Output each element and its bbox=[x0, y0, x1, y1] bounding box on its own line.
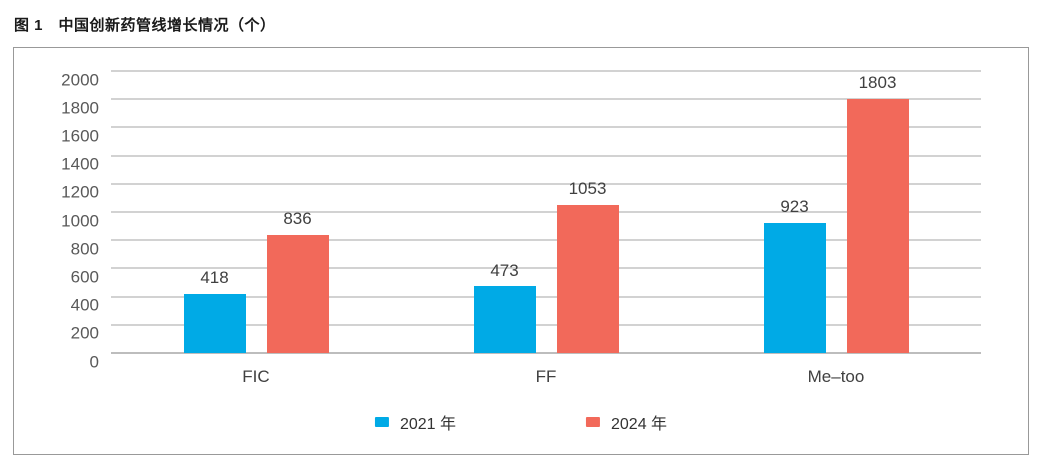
bar-value-label: 836 bbox=[283, 209, 312, 229]
gridline bbox=[111, 126, 981, 129]
bar bbox=[266, 235, 329, 353]
chart-title: 图 1 中国创新药管线增长情况（个） bbox=[14, 17, 276, 34]
bar-column: 418 bbox=[183, 71, 246, 353]
legend-label: 2024 年 bbox=[611, 416, 668, 433]
legend-label: 2021 年 bbox=[399, 416, 456, 433]
category-label: Me–too bbox=[807, 367, 865, 386]
bar-value-label: 1803 bbox=[858, 73, 897, 93]
gridline bbox=[111, 211, 981, 213]
gridline bbox=[111, 239, 981, 242]
legend-item: 2021 年 bbox=[374, 410, 456, 434]
y-tick-label: 200 bbox=[70, 323, 99, 343]
y-tick-label: 2000 bbox=[61, 70, 99, 89]
category-group: 418 836 FIC bbox=[111, 71, 401, 386]
gridline bbox=[111, 295, 981, 298]
bars-row: 473 1053 bbox=[401, 71, 691, 353]
bar-value-label: 473 bbox=[490, 260, 519, 280]
y-tick-label: 1800 bbox=[61, 98, 99, 118]
bar-column: 836 bbox=[266, 71, 329, 353]
y-tick-label: 800 bbox=[70, 239, 99, 259]
y-tick-label: 1600 bbox=[61, 126, 99, 146]
bar bbox=[556, 204, 619, 353]
category-group: 923 1803 Me–too bbox=[691, 71, 981, 386]
y-tick-label: 400 bbox=[70, 295, 99, 315]
y-tick-label: 600 bbox=[70, 267, 99, 287]
gridline bbox=[111, 70, 981, 72]
legend-item: 2024 年 bbox=[586, 410, 667, 434]
bar-column: 1803 bbox=[846, 71, 909, 353]
bar-value-label: 1053 bbox=[568, 178, 607, 198]
category-label: FIC bbox=[242, 367, 270, 386]
gridline bbox=[111, 98, 981, 101]
legend-swatch bbox=[374, 417, 389, 427]
y-tick-label: 1400 bbox=[61, 154, 99, 174]
bar-column: 1053 bbox=[556, 71, 619, 353]
bar-column: 473 bbox=[473, 71, 536, 353]
legend: 2021 年 2024 年 bbox=[374, 410, 667, 434]
bar-groups: 418 836 FIC 473 1053 FF 923 1803 Me–too bbox=[111, 71, 981, 386]
y-tick-label: 1000 bbox=[61, 211, 99, 230]
bars-row: 923 1803 bbox=[691, 71, 981, 353]
category-label: FF bbox=[535, 367, 557, 386]
gridline bbox=[111, 267, 981, 270]
gridline bbox=[111, 154, 981, 157]
gridline bbox=[111, 323, 981, 326]
bar bbox=[763, 222, 826, 353]
bar bbox=[183, 294, 246, 353]
y-tick-label: 0 bbox=[89, 352, 99, 371]
y-tick-label: 1200 bbox=[61, 182, 99, 202]
bar-column: 923 bbox=[763, 71, 826, 353]
x-axis-line bbox=[111, 352, 981, 354]
bar bbox=[473, 286, 536, 353]
category-group: 473 1053 FF bbox=[401, 71, 691, 386]
gridline bbox=[111, 182, 981, 185]
bar-value-label: 923 bbox=[780, 197, 809, 217]
plot-area: 0 200 400 600 800 1000 1200 1400 1600 1800 2000 41… bbox=[61, 70, 981, 386]
bar-value-label: 418 bbox=[200, 268, 229, 288]
chart-container: 0 200 400 600 800 1000 1200 1400 1600 1800 2000 41… bbox=[13, 47, 1029, 455]
bars-row: 418 836 bbox=[111, 71, 401, 353]
bar bbox=[846, 98, 909, 353]
legend-swatch bbox=[586, 417, 600, 427]
